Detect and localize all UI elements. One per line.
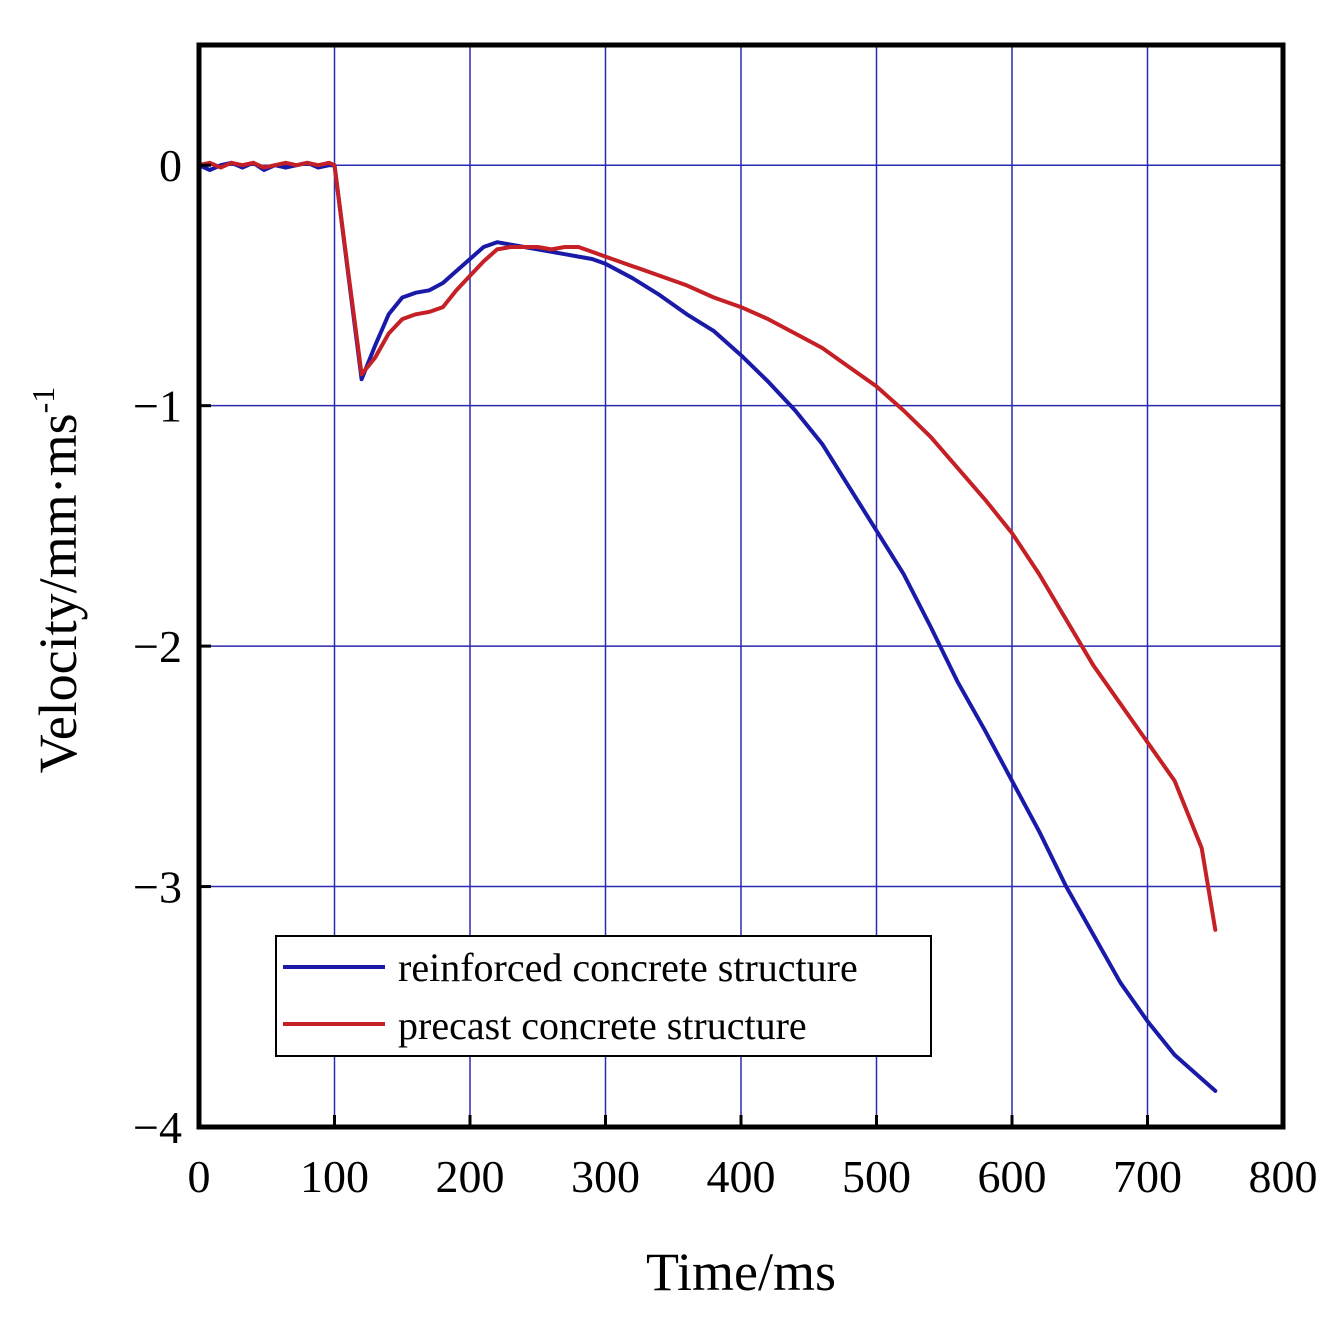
x-tick-label-300: 300 (571, 1151, 640, 1202)
y-tick-label-3: −3 (133, 862, 182, 913)
y-axis-title-main: Velocity/mm·ms (28, 413, 88, 773)
y-tick-label-4: −4 (133, 1102, 182, 1153)
y-tick-label-1: −1 (133, 381, 182, 432)
x-tick-label-600: 600 (978, 1151, 1047, 1202)
y-tick-label-2: −2 (133, 621, 182, 672)
legend-label-reinforced: reinforced concrete structure (398, 945, 858, 990)
x-tick-label-800: 800 (1249, 1151, 1318, 1202)
x-tick-label-0: 0 (188, 1151, 211, 1202)
series-lines (197, 160, 1218, 1093)
series-line-precast (197, 160, 1218, 932)
x-tick-label-500: 500 (842, 1151, 911, 1202)
legend-box (275, 935, 932, 1057)
legend: reinforced concrete structure precast co… (275, 935, 932, 1057)
x-tick-label-200: 200 (436, 1151, 505, 1202)
legend-label-precast: precast concrete structure (398, 1003, 807, 1048)
axis-ticks: 0 100 200 300 400 500 600 700 800 0 −1 −2 −3 −4 (133, 140, 1317, 1202)
x-tick-label-100: 100 (300, 1151, 369, 1202)
x-tick-label-400: 400 (707, 1151, 776, 1202)
x-tick-label-700: 700 (1113, 1151, 1182, 1202)
grid-lines (199, 45, 1283, 1127)
y-axis-title: Velocity/mm·ms-1 (25, 387, 88, 774)
y-axis-title-superscript: -1 (25, 387, 61, 414)
y-tick-label-0: 0 (159, 140, 182, 191)
x-axis-title: Time/ms (646, 1242, 836, 1302)
